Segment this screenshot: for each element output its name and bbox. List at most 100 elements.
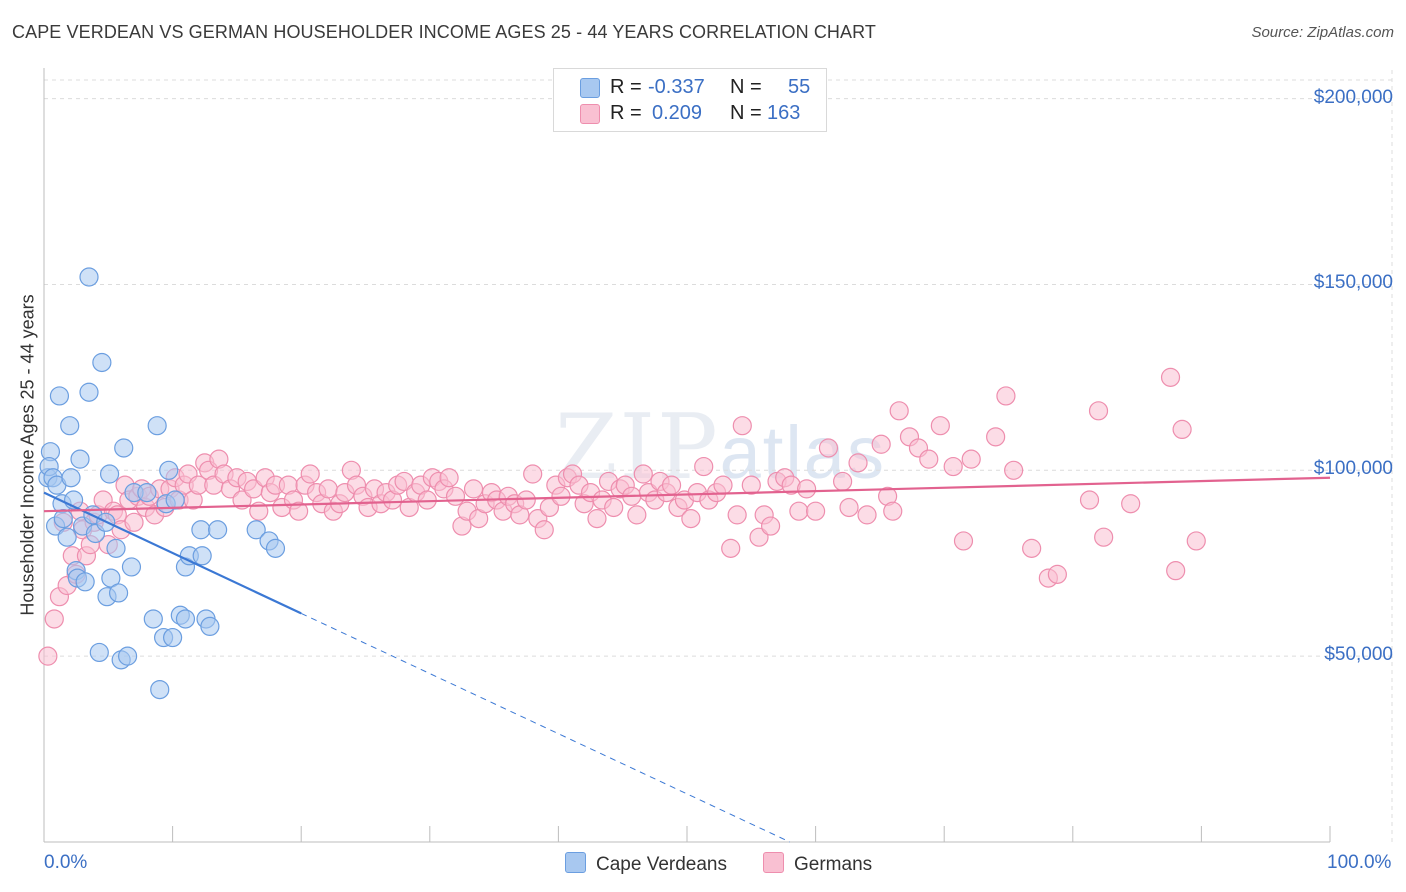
y-tick-label: $100,000 (1313, 458, 1393, 480)
y-tick-label: $150,000 (1313, 272, 1393, 294)
point-cape-verdean (108, 583, 129, 603)
point-cape-verdean (192, 546, 212, 566)
point-german (789, 501, 809, 521)
point-cape-verdean (106, 538, 126, 558)
point-german (1079, 490, 1100, 510)
point-cape-verdean (137, 482, 157, 503)
point-german (996, 386, 1016, 406)
point-german (818, 438, 839, 458)
point-german (721, 538, 741, 558)
point-german (986, 427, 1006, 447)
point-german (44, 609, 64, 629)
point-german (516, 490, 536, 510)
point-cape-verdean (70, 449, 90, 469)
point-german (627, 505, 647, 525)
point-german (1088, 401, 1109, 421)
point-german (871, 434, 891, 454)
correlation-legend: R = -0.337 N = 55 R = 0.209 N = 163 (553, 68, 827, 132)
point-cape-verdean (159, 460, 179, 480)
y-tick-label: $50,000 (1324, 644, 1393, 666)
point-german (1121, 494, 1141, 514)
point-german (1094, 527, 1114, 547)
point-cape-verdean (150, 679, 170, 700)
trend-lines (43, 476, 1331, 843)
y-axis-label: Householder Income Ages 25 - 44 years (17, 294, 38, 616)
point-german (1004, 460, 1024, 480)
legend-r-label: R = (610, 76, 642, 98)
legend-label-cape-verdeans: Cape Verdeans (596, 854, 727, 875)
point-cape-verdean (121, 557, 142, 577)
point-cape-verdean (89, 642, 109, 663)
legend-r-label: R = (610, 102, 642, 124)
point-german (930, 416, 950, 436)
point-german (523, 464, 543, 484)
point-cape-verdean (101, 568, 121, 588)
trend-cape-verdeans-extension (300, 612, 791, 843)
point-cape-verdean (60, 416, 80, 436)
point-german (1047, 564, 1067, 584)
legend-swatch-blue (565, 852, 586, 873)
axes (43, 68, 1331, 843)
point-german (732, 416, 752, 436)
point-german (805, 501, 826, 521)
point-german (289, 501, 309, 521)
point-german (124, 512, 144, 532)
grid-lines (44, 70, 1393, 842)
point-german (661, 475, 682, 495)
point-german (953, 531, 974, 551)
point-german (961, 449, 981, 469)
point-cape-verdean (163, 627, 183, 648)
point-german (633, 464, 653, 484)
point-german (760, 516, 781, 536)
point-cape-verdean (191, 520, 211, 540)
point-german (318, 479, 338, 499)
point-german (681, 509, 701, 529)
point-german (232, 490, 252, 510)
series-cape-verdeans (38, 267, 286, 700)
chart-title: CAPE VERDEAN VS GERMAN HOUSEHOLDER INCOM… (12, 22, 877, 42)
point-german (439, 468, 459, 488)
legend-swatch-pink (763, 852, 784, 873)
point-cape-verdean (246, 520, 266, 540)
point-cape-verdean (75, 572, 95, 592)
point-german (463, 479, 484, 499)
point-german (857, 505, 877, 525)
point-german (38, 646, 58, 666)
legend-n-label: N = (730, 102, 762, 124)
point-cape-verdean (200, 616, 220, 637)
point-german (943, 456, 963, 477)
point-german (889, 401, 909, 421)
point-german (1186, 531, 1206, 551)
point-cape-verdean (49, 386, 70, 406)
point-german (604, 497, 624, 518)
legend-n-value: 55 (788, 76, 811, 98)
legend-r-value: 0.209 (652, 102, 703, 124)
point-german (727, 505, 747, 525)
point-cape-verdean (265, 538, 286, 558)
point-german (551, 486, 571, 506)
point-cape-verdean (117, 646, 138, 666)
point-german (694, 456, 714, 477)
point-cape-verdean (57, 527, 77, 547)
bottom-legend-germans: Germans (763, 852, 872, 876)
point-german (1160, 367, 1181, 387)
legend-swatch-pink (580, 104, 600, 124)
point-german (713, 475, 733, 495)
legend-n-label: N = (730, 76, 762, 98)
point-german (796, 479, 817, 499)
point-german (1022, 538, 1042, 558)
point-cape-verdean (61, 468, 81, 488)
point-cape-verdean (114, 438, 134, 458)
legend-r-value: -0.337 (648, 76, 705, 98)
point-german (749, 527, 769, 547)
point-german (300, 464, 320, 484)
point-cape-verdean (143, 609, 163, 629)
point-german (1172, 419, 1192, 440)
y-tick-label: $200,000 (1313, 86, 1393, 108)
point-german (445, 486, 466, 506)
point-german (587, 509, 607, 529)
x-tick-label-max: 100.0% (1327, 852, 1392, 873)
point-german (848, 453, 868, 473)
source-credit: Source: ZipAtlas.com (1251, 24, 1394, 41)
